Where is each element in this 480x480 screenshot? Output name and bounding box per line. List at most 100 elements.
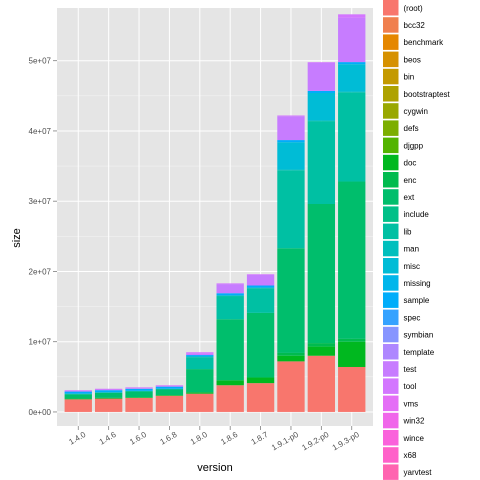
legend-swatch — [383, 206, 399, 222]
bar-segment — [125, 397, 153, 412]
bars — [64, 14, 366, 412]
legend-label: doc — [404, 159, 417, 168]
bar-segment — [216, 380, 244, 386]
bar-segment — [216, 385, 244, 412]
bar-segment — [307, 204, 336, 344]
bar-segment — [216, 283, 244, 285]
bar-segment — [246, 285, 275, 288]
y-tick-label: 5e+07 — [29, 57, 52, 66]
bar-segment — [155, 395, 184, 412]
x-tick-label: 1.4.0 — [67, 430, 87, 447]
bar-segment — [307, 355, 336, 412]
x-tick-label: 1.9.2-p0 — [300, 430, 330, 453]
legend-label: bcc32 — [404, 21, 426, 30]
bar-segment — [125, 388, 153, 389]
legend-label: vms — [404, 399, 419, 408]
legend-swatch — [383, 464, 399, 480]
legend-swatch — [383, 86, 399, 102]
legend-swatch — [383, 137, 399, 154]
legend-label: misc — [404, 262, 420, 271]
legend-label: bin — [404, 73, 415, 82]
legend-label: yarvtest — [404, 468, 433, 477]
legend-swatch — [383, 154, 399, 171]
bar-segment — [186, 392, 214, 394]
bar-segment — [307, 121, 336, 205]
x-tick-label: 1.9.3-p0 — [331, 430, 361, 453]
bar-segment — [125, 397, 153, 398]
y-tick-label: 1e+07 — [29, 338, 52, 347]
bar-segment — [246, 287, 275, 289]
legend-label: missing — [404, 279, 431, 288]
bar-segment — [307, 343, 336, 347]
legend-label: wince — [403, 434, 425, 443]
bar-segment — [307, 90, 336, 94]
bar-segment — [125, 390, 153, 392]
x-tick-label: 1.9.1-p0 — [270, 430, 300, 453]
legend-swatch — [383, 344, 399, 360]
bar-segment — [64, 391, 92, 394]
bar-segment — [94, 389, 123, 391]
bar-segment — [277, 248, 305, 353]
bar-segment — [277, 361, 305, 412]
bar-segment — [307, 62, 336, 91]
bar-segment — [186, 353, 214, 356]
legend-label: test — [404, 365, 418, 374]
x-tick-label: 1.6.8 — [159, 430, 179, 447]
x-tick-label: 1.8.0 — [189, 430, 209, 447]
y-axis-title: size — [11, 228, 23, 248]
bar-segment — [186, 356, 214, 358]
y-tick-label: 2e+07 — [29, 267, 52, 276]
bar-segment — [94, 388, 123, 390]
legend-label: x68 — [404, 451, 417, 460]
x-tick-label: 1.8.6 — [219, 430, 239, 447]
legend-swatch — [383, 447, 399, 463]
bar-segment — [338, 92, 366, 182]
bar-segment — [216, 293, 244, 296]
legend-label: cygwin — [404, 107, 428, 116]
legend: (root) bcc32 benchmark beos bin bootstraptest… — [383, 0, 451, 480]
bar-segment — [277, 115, 305, 117]
legend-swatch — [383, 51, 399, 68]
legend-swatch — [383, 172, 399, 188]
bar-segment — [246, 288, 275, 313]
bar-segment — [64, 398, 92, 400]
legend-label: ext — [404, 193, 415, 202]
bar-segment — [338, 91, 366, 93]
legend-label: spec — [404, 313, 421, 322]
bar-segment — [64, 394, 92, 399]
bar-segment — [338, 338, 366, 342]
bar-segment — [216, 295, 244, 297]
bar-segment — [338, 14, 366, 18]
bar-segment — [338, 366, 366, 412]
bar-segment — [64, 390, 92, 392]
legend-label: enc — [404, 176, 417, 185]
legend-label: benchmark — [404, 38, 445, 47]
legend-swatch — [383, 292, 399, 308]
bar-segment — [338, 341, 366, 367]
bar-segment — [186, 352, 214, 354]
bar-segment — [155, 388, 184, 390]
legend-swatch — [383, 17, 399, 33]
bar-segment — [186, 369, 214, 393]
bar-segment — [277, 355, 305, 362]
bar-segment — [186, 393, 214, 412]
legend-label: symbian — [404, 331, 434, 340]
legend-label: djgpp — [404, 141, 424, 150]
bar-segment — [94, 392, 123, 393]
legend-swatch — [383, 378, 399, 394]
bar-segment — [307, 62, 336, 63]
bar-segment — [125, 387, 153, 389]
legend-label: bootstraptest — [404, 90, 451, 99]
y-tick-label: 3e+07 — [29, 197, 52, 206]
bar-segment — [338, 181, 366, 339]
legend-label: tool — [404, 382, 417, 391]
legend-swatch — [383, 34, 399, 50]
legend-swatch — [383, 361, 399, 377]
legend-swatch — [383, 258, 399, 274]
legend-swatch — [383, 120, 399, 136]
bar-segment — [277, 352, 305, 356]
bar-segment — [94, 398, 123, 412]
bar-segment — [307, 93, 336, 121]
bar-segment — [155, 386, 184, 389]
